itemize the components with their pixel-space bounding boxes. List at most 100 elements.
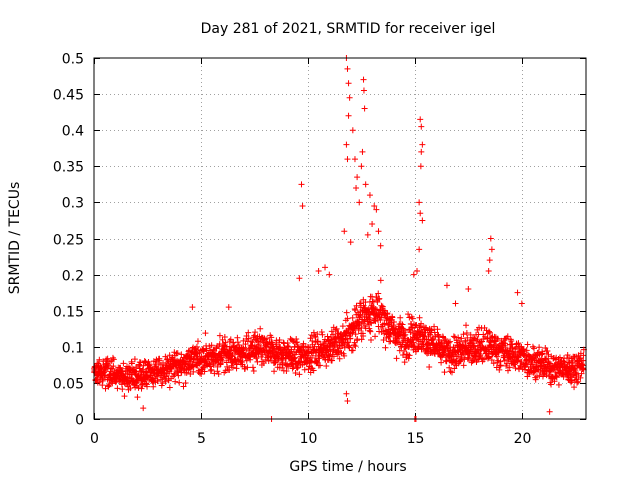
data-point [360,76,367,83]
data-point [245,329,252,336]
data-point [417,116,424,123]
data-point [515,340,522,347]
data-point [450,333,457,340]
data-point [314,359,321,366]
data-point [471,342,478,349]
data-point [221,333,228,340]
data-point [159,380,166,387]
data-point [366,192,373,199]
data-point [544,347,551,354]
data-point [492,341,499,348]
data-point [121,393,128,400]
data-point [135,384,142,391]
data-point [225,304,232,311]
data-point [127,385,134,392]
data-point [330,353,337,360]
data-point [314,331,321,338]
data-point [316,355,323,362]
data-point [486,329,493,336]
data-point [312,334,319,341]
data-point [313,358,320,365]
data-point [531,345,538,352]
data-point [301,366,308,373]
data-point [580,357,587,364]
data-point [448,369,455,376]
data-point [260,360,267,367]
data-point [349,329,356,336]
data-point [487,235,494,242]
data-point [406,352,413,359]
data-point [405,355,412,362]
data-point [349,127,356,134]
data-point [372,333,379,340]
data-point [532,367,539,374]
data-point [373,206,380,213]
data-point [389,314,396,321]
data-point [257,325,264,332]
data-point [296,371,303,378]
data-point [546,408,553,415]
data-point [443,282,450,289]
data-point [322,264,329,271]
y-tick-label: 0.3 [62,196,84,212]
data-point [120,360,127,367]
data-point [326,271,333,278]
data-point [361,105,368,112]
data-point [387,331,394,338]
data-point [409,324,416,331]
data-point [496,366,503,373]
data-point [150,383,157,390]
data-point [425,333,432,340]
data-point [443,358,450,365]
data-point [374,299,381,306]
data-point [362,181,369,188]
data-point [180,383,187,390]
data-point [329,357,336,364]
data-point [332,326,339,333]
data-point [319,331,326,338]
data-point [402,331,409,338]
data-point [416,199,423,206]
data-point [401,348,408,355]
data-point [451,365,458,372]
data-point [285,343,292,350]
data-point [194,338,201,345]
data-point [317,362,324,369]
data-point [353,184,360,191]
data-point [371,203,378,210]
data-point [142,380,149,387]
data-point [410,271,417,278]
data-point [568,379,575,386]
data-point [166,384,173,391]
data-point [423,324,430,331]
data-point [412,348,419,355]
data-point [434,326,441,333]
data-point [460,362,467,369]
data-point [505,367,512,374]
data-point [176,379,183,386]
data-point [417,163,424,170]
data-point [291,355,298,362]
data-point [276,336,283,343]
data-point [156,355,163,362]
data-point [308,354,315,361]
data-point [163,373,170,380]
data-point [458,335,465,342]
chart-title: Day 281 of 2021, SRMTID for receiver ige… [201,21,496,37]
data-point [360,320,367,327]
data-point [196,370,203,377]
data-point [110,356,117,363]
data-point [563,363,570,370]
x-tick-label: 15 [407,431,425,447]
data-point [254,358,261,365]
data-point [283,368,290,375]
data-point [140,405,147,412]
data-point [172,378,179,385]
data-point [409,315,416,322]
data-point [490,360,497,367]
data-point [190,368,197,375]
data-point [555,381,562,388]
data-point [416,246,423,253]
data-point [137,365,144,372]
data-point [207,367,214,374]
